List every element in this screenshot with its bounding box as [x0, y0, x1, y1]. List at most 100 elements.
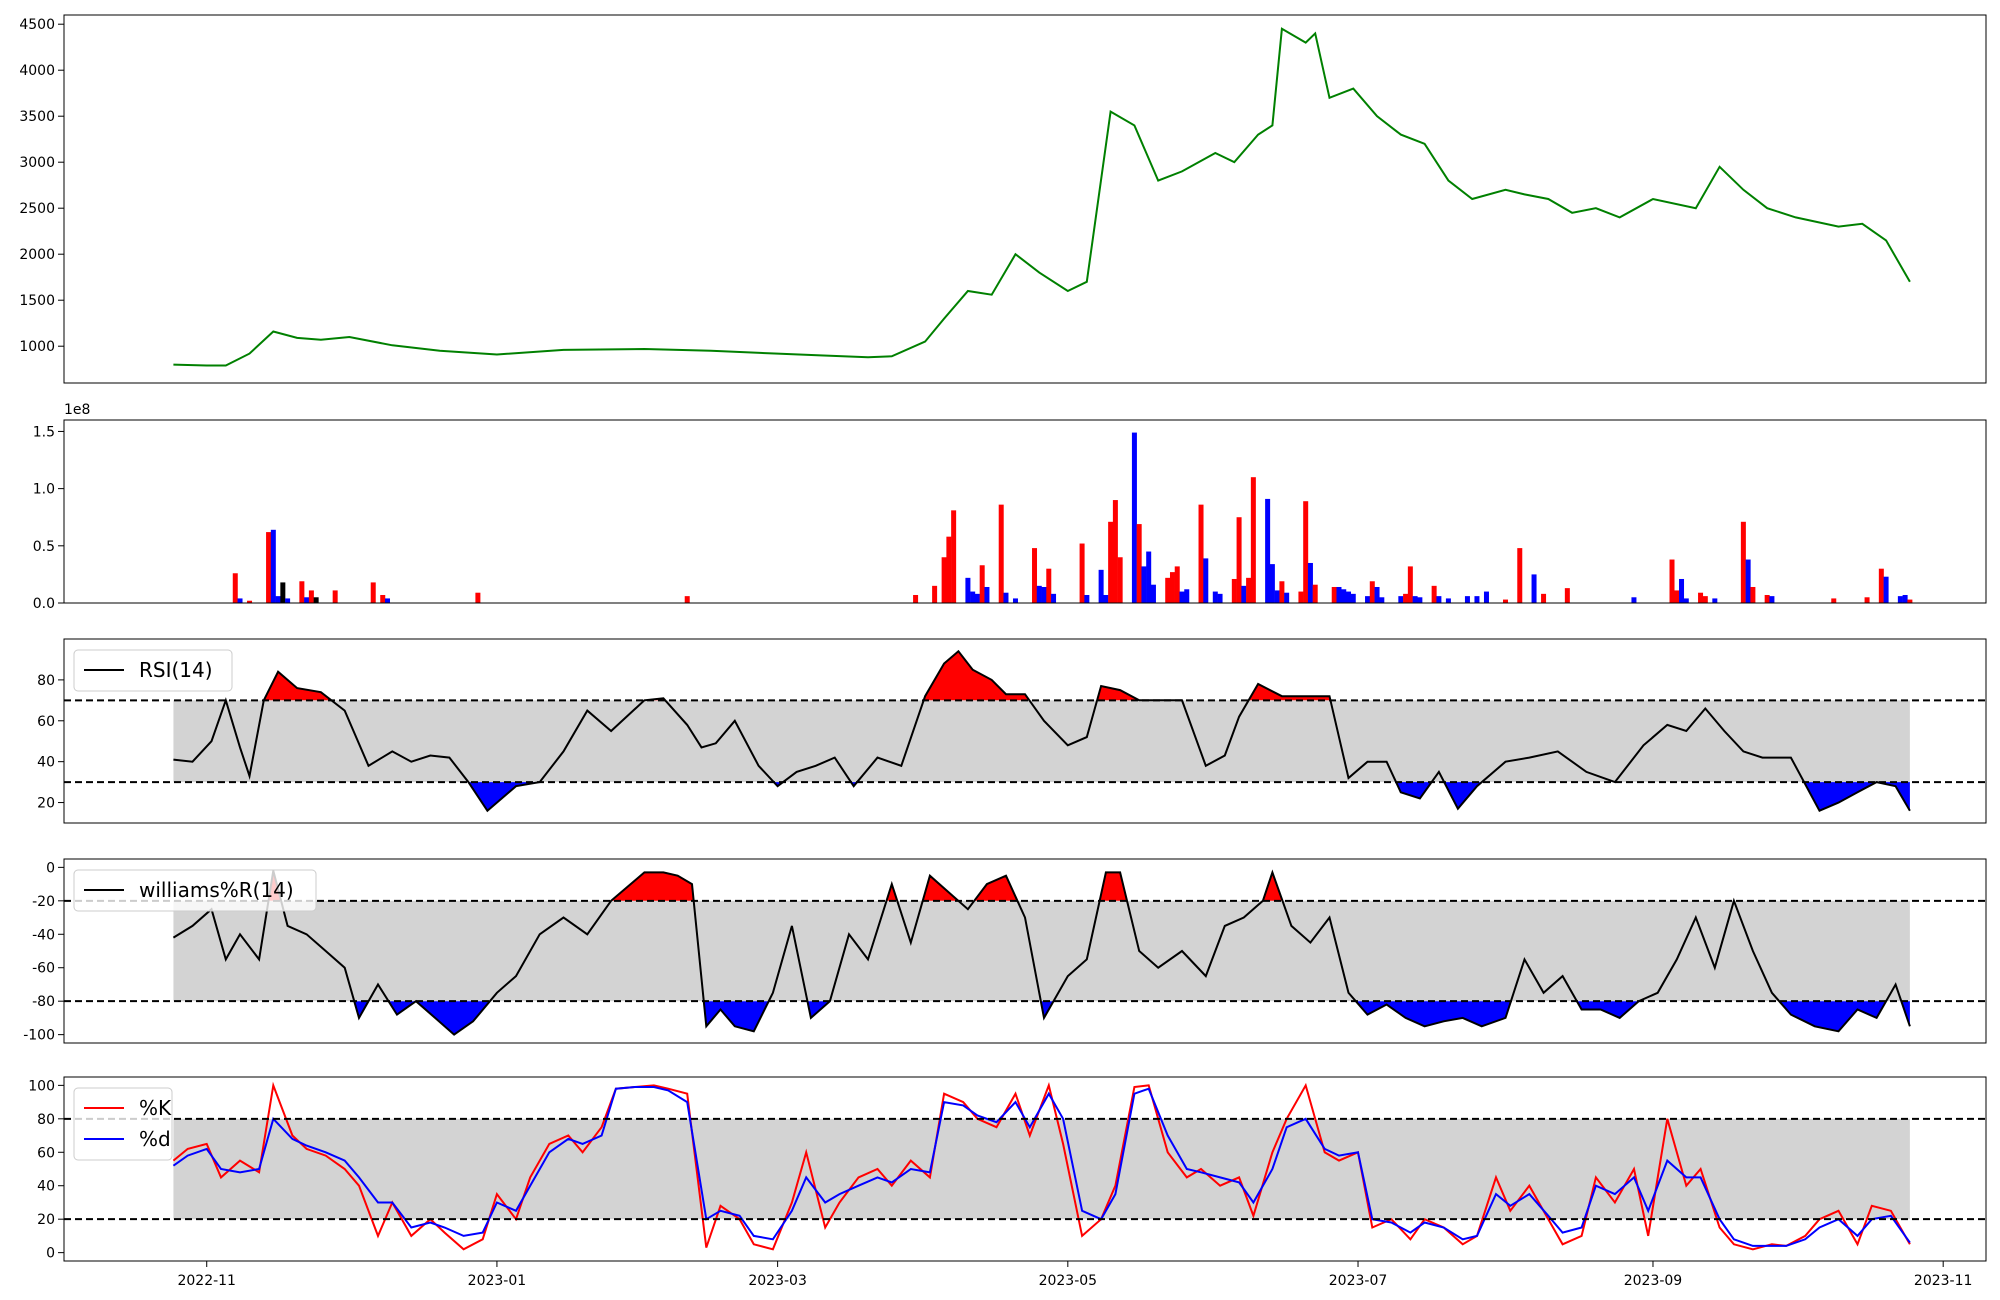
volume-bar: [1150, 584, 1156, 603]
volume-bar: [1117, 557, 1123, 603]
volume-bar: [1179, 591, 1185, 603]
y-tick-label: -40: [32, 927, 55, 943]
volume-bar: [1141, 566, 1147, 603]
volume-bar: [1098, 569, 1104, 603]
volume-bar: [1041, 586, 1047, 603]
volume-bar: [1740, 521, 1746, 603]
legend-label: %d: [139, 1127, 171, 1151]
y-tick-label: 20: [37, 796, 55, 812]
x-tick-label: 2023-01: [468, 1273, 527, 1289]
y-tick-label: 60: [37, 714, 55, 730]
volume-bar: [1303, 501, 1309, 603]
oversold-fill: [468, 782, 1910, 811]
volume-bar: [1250, 477, 1256, 603]
volume-bar: [1174, 566, 1180, 603]
volume-bar: [1417, 597, 1423, 603]
plot-frame: [63, 419, 1987, 604]
volume-bar: [1907, 599, 1913, 603]
volume-bar: [1307, 562, 1313, 603]
volume-bar: [1146, 551, 1152, 603]
volume-bar: [1712, 598, 1718, 603]
volume-bar: [1203, 558, 1209, 603]
y-tick-label: 1.5: [33, 424, 55, 440]
y-tick-label: 2000: [19, 247, 55, 263]
overbought-fill: [268, 870, 1283, 901]
volume-bar: [313, 597, 319, 603]
volume-bar: [1112, 500, 1118, 603]
x-tick-label: 2023-11: [1914, 1273, 1973, 1289]
neutral-band: [173, 1118, 1910, 1220]
volume-bar: [370, 582, 376, 603]
volume-bar: [385, 598, 391, 603]
volume-bar: [1503, 599, 1508, 603]
volume-panel: 0.0 0.5 1.0 1.5 1e8: [33, 402, 1987, 612]
price-line: [173, 27, 1911, 367]
date-axis: 2022-11 2023-01 2023-03 2023-05 2023-07 2023-…: [177, 1261, 1972, 1289]
y-tick-label: 40: [37, 755, 55, 771]
volume-bar: [1883, 576, 1889, 603]
volume-bar: [247, 600, 253, 603]
rsi-panel: 20 40 60 80 RSI(14): [37, 638, 1987, 824]
y-tick-label: -80: [32, 994, 55, 1010]
stochastic-series-line: [172, 1086, 1911, 1247]
y-tick-label: 3500: [19, 109, 55, 125]
x-tick-label: 2022-11: [177, 1273, 236, 1289]
volume-bar: [1003, 592, 1009, 603]
volume-bar: [1169, 572, 1175, 603]
volume-bar: [913, 594, 919, 603]
volume-bar: [1864, 597, 1870, 603]
y-tick-label: 0: [46, 860, 55, 876]
volume-bar: [1108, 521, 1114, 603]
volume-bar: [1079, 543, 1085, 603]
volume-bar: [1284, 592, 1290, 603]
volume-multiplier: 1e8: [64, 402, 90, 418]
volume-bar: [951, 510, 957, 603]
overbought-fill: [263, 651, 1331, 701]
y-tick-label: 20: [37, 1212, 55, 1228]
volume-bar: [1279, 581, 1285, 603]
volume-bar: [941, 557, 947, 603]
volume-bar: [984, 586, 990, 603]
volume-bar: [1246, 577, 1252, 603]
volume-bar: [1379, 597, 1385, 603]
volume-bar: [332, 590, 338, 603]
volume-bar: [1683, 598, 1689, 603]
plot-frame: [63, 1076, 1987, 1262]
volume-bar: [1750, 586, 1756, 603]
y-tick-label: -100: [23, 1028, 55, 1044]
y-tick-label: 1000: [19, 339, 55, 355]
x-tick-label: 2023-05: [1039, 1273, 1098, 1289]
y-tick-label: 1.0: [33, 482, 55, 498]
y-tick-label: 0: [46, 1246, 55, 1262]
volume-bar: [1407, 566, 1413, 603]
volume-bar: [1403, 593, 1409, 603]
volume-bar: [1051, 593, 1057, 603]
volume-bar: [1198, 504, 1204, 603]
oversold-fill: [354, 1001, 1910, 1035]
volume-bar: [1032, 548, 1038, 603]
volume-bar: [1341, 589, 1347, 603]
y-tick-label: 40: [37, 1179, 55, 1195]
volume-bar: [1445, 598, 1451, 603]
price-panel: 1000 1500 2000 2500 3000 3500 4000 4500: [19, 14, 1987, 384]
volume-bar: [275, 596, 281, 603]
volume-bar: [1531, 574, 1537, 603]
volume-bar: [266, 532, 272, 603]
volume-bar: [280, 582, 286, 603]
volume-bar: [1878, 568, 1884, 603]
y-tick-label: 100: [28, 1078, 55, 1094]
volume-bar: [1217, 593, 1223, 603]
volume-bar: [998, 504, 1004, 603]
volume-bar: [1241, 585, 1247, 603]
stochastic-panel: 0 20 40 60 80 100 %K %d: [28, 1076, 1987, 1262]
x-tick-label: 2023-09: [1624, 1273, 1683, 1289]
y-tick-label: 3000: [19, 155, 55, 171]
y-tick-label: 0.5: [33, 539, 55, 555]
volume-bar: [1265, 498, 1271, 603]
volume-bar: [1184, 589, 1190, 603]
volume-bar: [237, 598, 243, 603]
volume-bar: [1084, 594, 1090, 603]
volume-bar: [1374, 586, 1380, 603]
volume-bar: [1212, 591, 1218, 603]
